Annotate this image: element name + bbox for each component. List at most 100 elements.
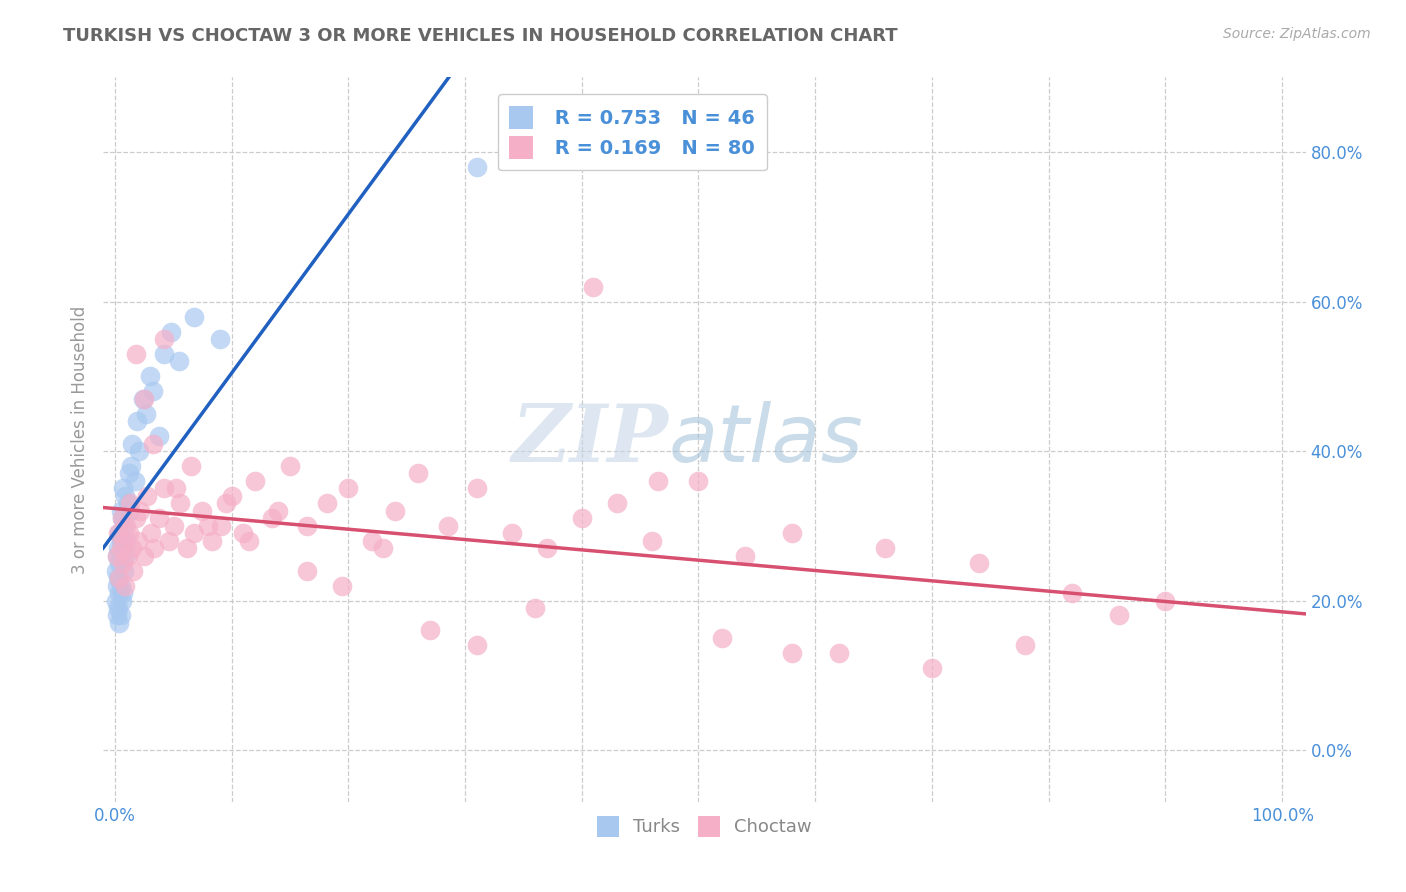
- Point: [111, 511, 134, 525]
- Point: [121, 436, 143, 450]
- Point: [191, 504, 214, 518]
- Point: [118, 526, 141, 541]
- Point: [111, 482, 134, 496]
- Point: [967, 556, 990, 570]
- Point: [316, 496, 339, 510]
- Point: [105, 578, 128, 592]
- Point: [139, 369, 162, 384]
- Point: [142, 384, 165, 399]
- Point: [238, 533, 260, 548]
- Point: [297, 518, 319, 533]
- Point: [125, 511, 148, 525]
- Point: [117, 496, 139, 510]
- Point: [183, 526, 205, 541]
- Point: [157, 533, 180, 548]
- Point: [1060, 586, 1083, 600]
- Point: [180, 458, 202, 473]
- Point: [1108, 608, 1130, 623]
- Point: [108, 586, 131, 600]
- Point: [110, 504, 132, 518]
- Point: [215, 496, 238, 510]
- Point: [153, 482, 176, 496]
- Point: [688, 474, 710, 488]
- Point: [132, 392, 155, 406]
- Point: [115, 518, 138, 533]
- Point: [160, 325, 183, 339]
- Point: [128, 444, 150, 458]
- Point: [132, 549, 155, 563]
- Point: [232, 526, 254, 541]
- Point: [176, 541, 198, 556]
- Point: [111, 556, 134, 570]
- Point: [780, 646, 803, 660]
- Point: [107, 571, 129, 585]
- Point: [115, 533, 138, 548]
- Point: [1154, 593, 1177, 607]
- Point: [111, 593, 134, 607]
- Point: [118, 496, 141, 510]
- Point: [1014, 638, 1036, 652]
- Point: [197, 518, 219, 533]
- Point: [373, 541, 395, 556]
- Point: [120, 458, 142, 473]
- Point: [114, 549, 136, 563]
- Point: [111, 549, 134, 563]
- Point: [221, 489, 243, 503]
- Point: [105, 608, 128, 623]
- Point: [143, 541, 166, 556]
- Point: [125, 347, 148, 361]
- Point: [127, 533, 149, 548]
- Point: [582, 279, 605, 293]
- Point: [163, 518, 186, 533]
- Point: [148, 511, 170, 525]
- Point: [536, 541, 558, 556]
- Point: [465, 638, 488, 652]
- Point: [165, 482, 187, 496]
- Point: [641, 533, 664, 548]
- Point: [465, 160, 488, 174]
- Text: atlas: atlas: [668, 401, 863, 479]
- Point: [827, 646, 849, 660]
- Point: [107, 541, 129, 556]
- Point: [104, 564, 127, 578]
- Point: [384, 504, 406, 518]
- Point: [360, 533, 382, 548]
- Point: [121, 541, 143, 556]
- Point: [142, 436, 165, 450]
- Point: [183, 310, 205, 324]
- Point: [124, 474, 146, 488]
- Point: [710, 631, 733, 645]
- Point: [135, 407, 157, 421]
- Point: [278, 458, 301, 473]
- Point: [107, 601, 129, 615]
- Point: [169, 496, 191, 510]
- Point: [104, 593, 127, 607]
- Point: [105, 549, 128, 563]
- Point: [108, 556, 131, 570]
- Point: [153, 332, 176, 346]
- Point: [114, 489, 136, 503]
- Point: [647, 474, 669, 488]
- Legend: Turks, Choctaw: Turks, Choctaw: [589, 809, 820, 844]
- Point: [112, 564, 135, 578]
- Point: [114, 578, 136, 592]
- Point: [118, 467, 141, 481]
- Point: [153, 347, 176, 361]
- Point: [107, 526, 129, 541]
- Point: [117, 549, 139, 563]
- Point: [208, 332, 231, 346]
- Point: [167, 354, 190, 368]
- Point: [148, 429, 170, 443]
- Point: [129, 504, 152, 518]
- Point: [875, 541, 897, 556]
- Point: [419, 624, 441, 638]
- Point: [734, 549, 756, 563]
- Y-axis label: 3 or more Vehicles in Household: 3 or more Vehicles in Household: [72, 306, 89, 574]
- Point: [201, 533, 224, 548]
- Point: [337, 482, 360, 496]
- Point: [122, 564, 145, 578]
- Point: [125, 414, 148, 428]
- Point: [262, 511, 284, 525]
- Point: [111, 586, 134, 600]
- Point: [136, 489, 159, 503]
